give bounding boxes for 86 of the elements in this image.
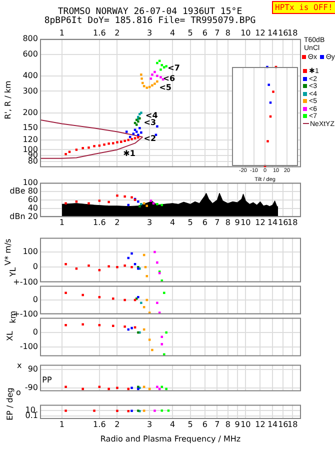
text: o (16, 388, 21, 397)
x-tick-label: 18 (287, 28, 298, 38)
y-tick-label: 120 (22, 135, 38, 144)
x-tick-label: 2 (114, 218, 120, 227)
y-tick-label: 60 (28, 194, 38, 204)
x-tick-label: 9 (234, 218, 240, 227)
x-tick-label: 5 (188, 420, 193, 429)
annotation: <4 (146, 111, 158, 120)
y-tick-label: -100 (20, 342, 38, 352)
x-tick-label: 14 (267, 420, 278, 429)
annotation: <5 (159, 82, 172, 92)
y-tick-label: 0 (32, 262, 38, 272)
y-axis-title: EP / deg (6, 388, 14, 420)
x-tick-label: 12 (255, 28, 266, 38)
x-tick-label: 1.6 (93, 28, 106, 38)
x-tick-label: 4 (170, 28, 176, 38)
annotation: <3 (144, 118, 156, 127)
annotation: <7 (168, 64, 180, 73)
x-tick-label: 12 (255, 218, 266, 227)
x-tick-label: 3 (147, 218, 152, 227)
x-tick-label: 8 (225, 28, 230, 38)
x-tick-label: 10 (240, 28, 251, 38)
x-tick-label: 14 (267, 218, 278, 227)
x-tick-label: 7 (214, 28, 220, 38)
annotation: ✱1 (123, 149, 136, 158)
x-tick-label: 7 (214, 420, 220, 429)
y-tick-label: 100 (22, 144, 38, 154)
y-tick-label: 800 (22, 34, 38, 44)
y-tick-label: -90 (24, 382, 38, 392)
x-axis-title: Radio and Plasma Frequency / MHz (100, 434, 241, 444)
y-tick-label: 0.1 (25, 411, 38, 420)
x-tick-label: 4 (170, 218, 176, 227)
y-tick-label: 100 (22, 178, 38, 187)
y-tick-label: dBn 20 (10, 212, 38, 222)
text: x (17, 361, 22, 370)
x-tick-label: 10 (240, 420, 251, 429)
x-tick-label: 3 (147, 420, 152, 429)
annotation: <6 (162, 74, 176, 83)
y-axis-title: XL (6, 331, 14, 341)
y-tick-label: 600 (22, 49, 38, 58)
x-tick-label: 12 (255, 420, 266, 429)
y-tick-label: 0 (32, 295, 38, 304)
x-tick-label: 10 (240, 218, 251, 227)
y-tick-label: 400 (22, 70, 38, 80)
x-tick-label: 5 (188, 28, 193, 38)
x-tick-label: 8 (225, 420, 230, 429)
y-tick-label: 40 (28, 204, 38, 213)
text: HPTx is OFF! (272, 1, 335, 14)
y-tick-label: 80 (28, 156, 38, 166)
chart-subtitle: 8pBP6It DoY= 185.816 File= TR995079.BPG (44, 16, 256, 26)
x-tick-label: 1 (59, 218, 64, 227)
x-tick-label: 14 (267, 28, 278, 38)
y-axis-title: PP (42, 376, 52, 384)
x-tick-label: 4 (170, 420, 176, 429)
x-tick-label: 16 (278, 28, 288, 38)
y-tick-label: 150 (22, 123, 38, 132)
y-axis-title: YL (8, 267, 18, 277)
y-tick-label: 200 (22, 108, 38, 117)
y-tick-label: 300 (22, 86, 38, 96)
y-tick-label: 90 (28, 364, 38, 374)
y-axis-title: V* m/s (4, 238, 12, 266)
x-tick-label: 5 (188, 218, 193, 227)
x-tick-label: 16 (278, 218, 288, 227)
x-tick-label: 8 (225, 218, 230, 227)
y-tick-label: +-100 (13, 277, 38, 286)
annotation: <2 (144, 134, 156, 144)
x-tick-label: 9 (234, 420, 240, 429)
x-tick-label: 3 (147, 28, 152, 38)
x-tick-label: 18 (287, 218, 298, 227)
x-tick-label: 7 (214, 218, 220, 227)
x-tick-label: 1.6 (93, 420, 106, 429)
y-tick-label: 100 (22, 247, 38, 256)
x-tick-label: 1 (59, 28, 64, 38)
x-tick-label: 1.6 (93, 218, 106, 227)
x-tick-label: 6 (202, 28, 208, 38)
y-tick-label: 0 (32, 328, 38, 337)
y-tick-label: dBe 80 (10, 186, 38, 196)
x-tick-label: 2 (114, 28, 120, 38)
x-tick-label: 6 (202, 218, 208, 227)
x-tick-label: 1 (59, 420, 64, 429)
x-tick-label: 16 (278, 420, 288, 429)
x-tick-label: 6 (202, 420, 208, 429)
x-tick-label: 2 (114, 420, 120, 429)
x-tick-label: 18 (287, 420, 298, 429)
chart-title: TROMSO NORWAY 26-07-04 1936UT 15°E (58, 7, 242, 17)
y-axis-title: R', R / km (4, 80, 12, 120)
